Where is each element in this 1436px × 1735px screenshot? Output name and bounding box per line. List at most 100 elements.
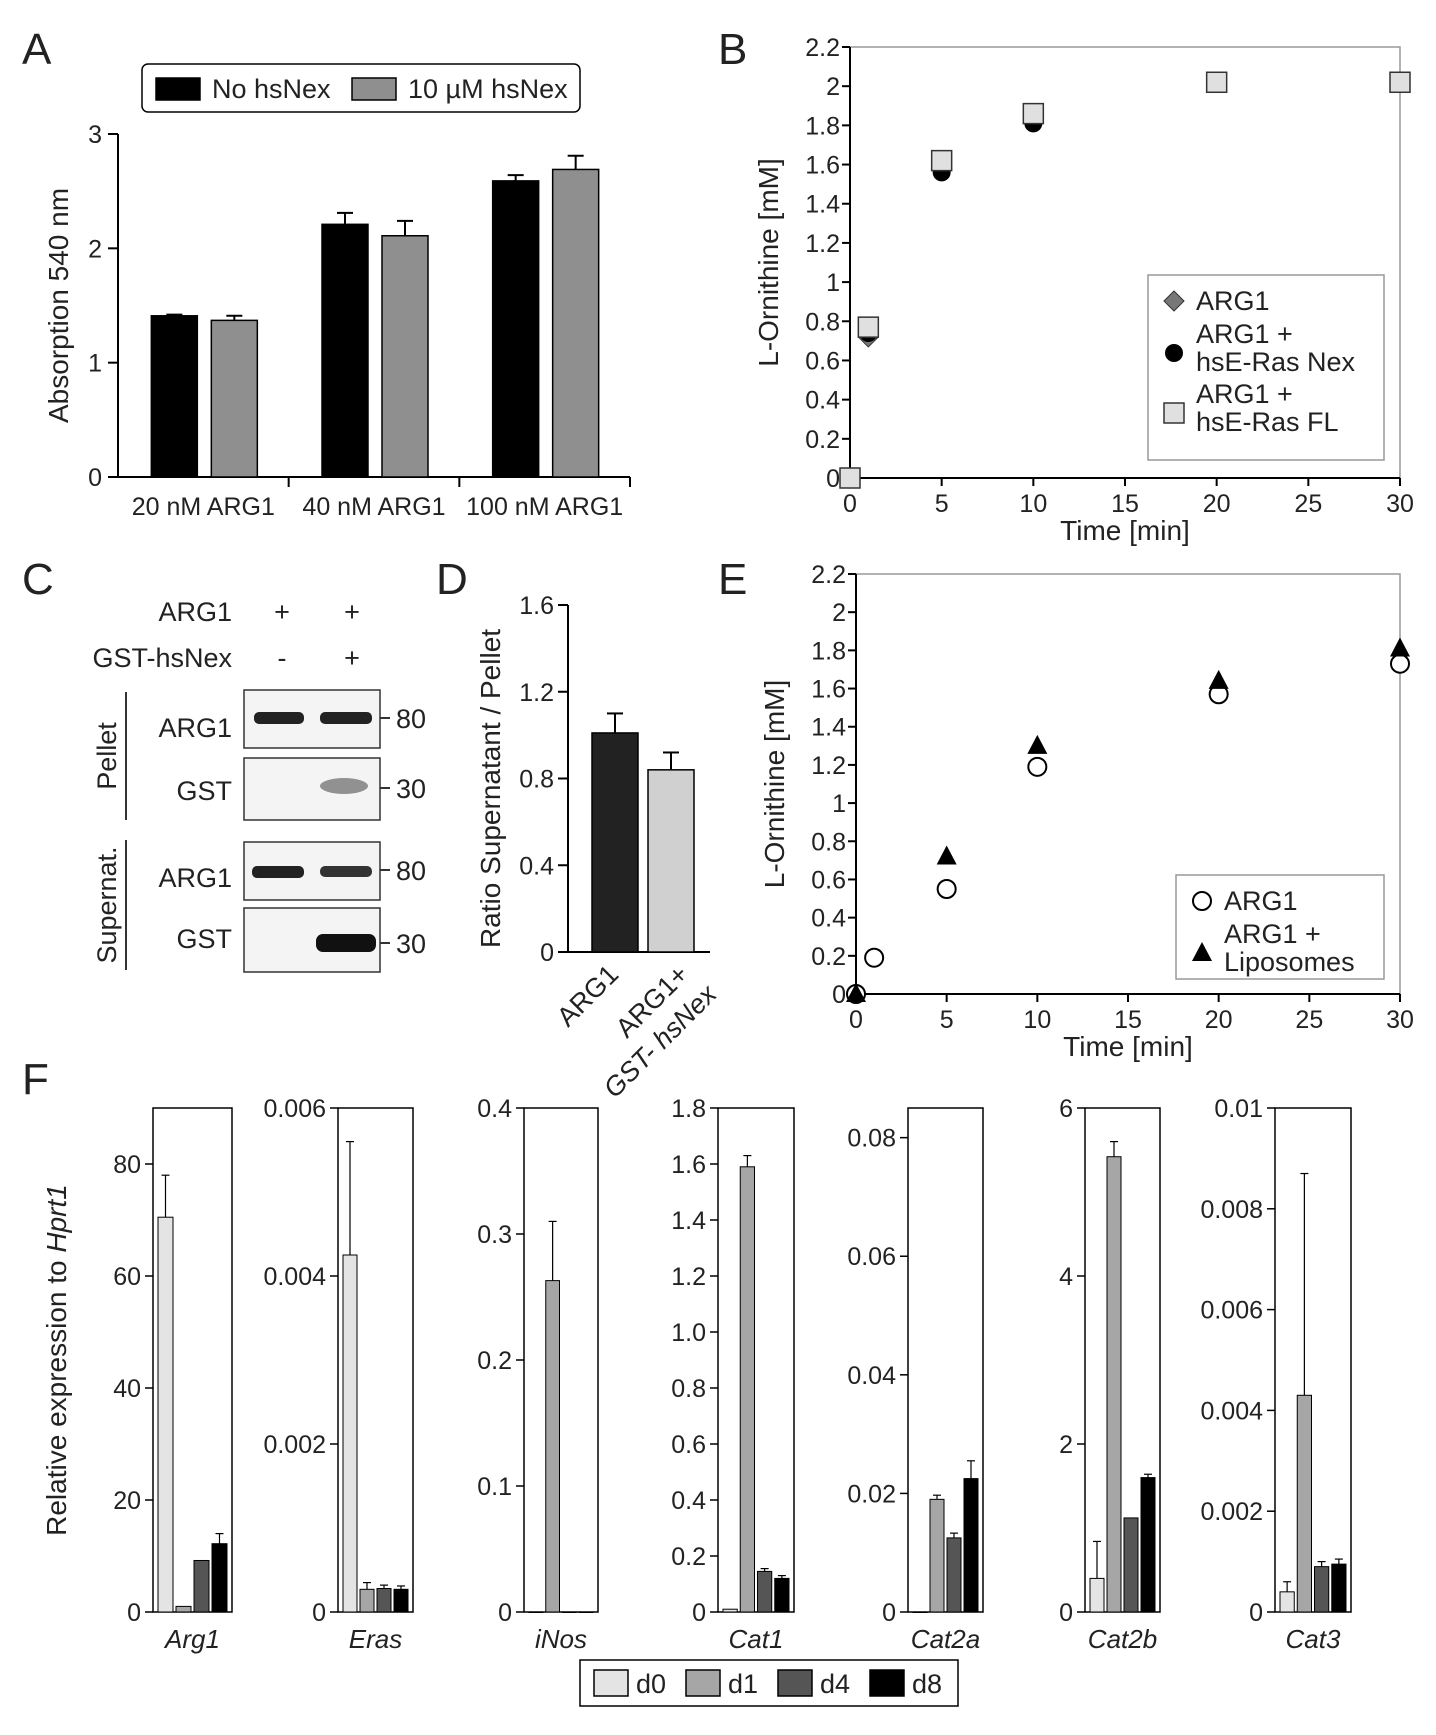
f-ytick-label: 2 <box>1059 1431 1073 1459</box>
ytick-label: 2.2 <box>805 34 840 62</box>
blot-sign-r1-c1: + <box>274 597 290 627</box>
e-legend-marker <box>1192 942 1212 961</box>
e-point <box>1390 637 1410 657</box>
panel-e-chart: 0 0.2 0.4 0.6 0.8 1 1.2 1.4 1.6 1.8 2 2.2 0 5 10 15 20 25… <box>759 561 1414 1062</box>
f-subplot-frame <box>152 1107 233 1613</box>
ytick-label: 0.6 <box>811 866 846 894</box>
e-point <box>864 947 885 968</box>
a-bar <box>381 235 429 478</box>
f-ytick-label: 0.002 <box>263 1431 326 1459</box>
e-legend-label-line2: Liposomes <box>1224 947 1355 977</box>
e-legend-marker <box>1192 891 1212 911</box>
e-point <box>936 879 957 899</box>
f-ytick-label: 0.008 <box>1200 1196 1263 1224</box>
a-ytick-label: 2 <box>88 235 102 263</box>
b-legend-label: ARG1 + <box>1196 379 1293 409</box>
band-label-supernat-gst: GST <box>176 924 232 954</box>
f-ytick-label: 0 <box>127 1599 141 1627</box>
f-ytick-label: 1.4 <box>671 1207 706 1235</box>
f-bar <box>528 1611 544 1613</box>
f-bar <box>193 1559 210 1613</box>
f-bar <box>1106 1156 1122 1613</box>
a-category-label: 20 nM ARG1 <box>132 493 275 521</box>
f-legend-label: d8 <box>912 1669 942 1699</box>
b-legend-label-line2: hsE-Ras FL <box>1196 407 1339 437</box>
f-ytick-label: 0.04 <box>847 1362 896 1390</box>
f-bar <box>929 1498 945 1613</box>
a-ylabel: Absorption 540 nm <box>43 188 74 423</box>
blot-sign-r2-c2: + <box>344 643 360 673</box>
d-ytick-label: 0.4 <box>519 852 554 880</box>
b-point <box>839 467 861 489</box>
f-ytick-label: 0 <box>882 1599 896 1627</box>
f-ytick-label: 0 <box>692 1599 706 1627</box>
blot-sign-r2-c1: - <box>278 643 287 673</box>
group-label-supernat: Supernat. <box>92 846 122 963</box>
e-legend-label: ARG1 + <box>1224 919 1321 949</box>
f-bar <box>912 1611 928 1613</box>
f-ytick-label: 0.002 <box>1200 1498 1263 1526</box>
f-legend-swatch <box>777 1669 813 1697</box>
f-ylabel: Relative expression to Hprt1 <box>41 1184 72 1536</box>
panel-a-chart: 0 1 2 3 Absorption 540 nm 20 nM ARG1 40 nM ARG… <box>43 63 631 521</box>
f-ytick-label: 0.004 <box>263 1263 326 1291</box>
b-point <box>1205 71 1228 94</box>
ytick-label: 1.2 <box>811 752 846 780</box>
panel-letter-f: F <box>22 1055 49 1104</box>
ytick-label: 2.2 <box>811 561 846 589</box>
f-bar <box>774 1577 790 1613</box>
f-legend-label: d4 <box>820 1669 850 1699</box>
a-bar <box>150 315 199 478</box>
ytick-label: 0.2 <box>811 943 846 971</box>
a-bar <box>551 168 600 478</box>
blot-row-label-gst: GST-hsNex <box>92 643 232 673</box>
band-supernat-arg1-lane1 <box>252 866 304 878</box>
ytick-label: 1.6 <box>811 676 846 704</box>
b-legend-marker <box>1163 402 1185 424</box>
b-legend-label: ARG1 <box>1196 286 1270 316</box>
ytick-label: 0.6 <box>805 347 840 375</box>
f-gene-label: Cat2a <box>911 1624 980 1654</box>
band-pellet-gst-lane2 <box>320 778 368 794</box>
panel-letter-b: B <box>718 25 747 74</box>
b-legend-marker <box>1163 290 1185 312</box>
f-bar <box>359 1588 375 1613</box>
ylabel: L-Ornithine [mM] <box>753 158 784 367</box>
f-legend-label: d1 <box>728 1669 758 1699</box>
a-category-label: 40 nM ARG1 <box>302 493 445 521</box>
f-bar <box>376 1587 392 1613</box>
f-gene-label: Cat2b <box>1088 1624 1157 1654</box>
f-ytick-label: 0.2 <box>671 1543 706 1571</box>
a-bar <box>491 180 540 478</box>
f-ytick-label: 0.006 <box>1200 1297 1263 1325</box>
f-bar <box>1296 1394 1312 1613</box>
xtick-label: 5 <box>940 1006 954 1034</box>
f-subplot-frame <box>1084 1107 1161 1613</box>
a-category-label: 100 nM ARG1 <box>466 493 623 521</box>
f-ytick-label: 0.01 <box>1214 1095 1263 1123</box>
mw-label-2: 30 <box>396 774 426 804</box>
e-point <box>846 983 866 1002</box>
panel-letter-a: A <box>22 25 52 74</box>
f-ytick-label: 1.0 <box>671 1319 706 1347</box>
f-bar <box>562 1611 577 1613</box>
xtick-label: 15 <box>1114 1006 1142 1034</box>
a-ytick-label: 0 <box>88 464 102 492</box>
b-point <box>1389 71 1411 94</box>
b-legend-label-line2: hsE-Ras Nex <box>1196 347 1356 377</box>
a-bar <box>321 223 369 478</box>
f-bar <box>211 1543 228 1613</box>
xtick-label: 0 <box>843 490 857 518</box>
f-ytick-label: 0.08 <box>847 1125 896 1153</box>
d-ytick-label: 1.2 <box>519 679 554 707</box>
f-bar <box>1123 1517 1139 1613</box>
panel-letter-d: D <box>436 555 468 604</box>
f-legend-swatch <box>593 1669 629 1697</box>
f-bar <box>722 1608 738 1613</box>
xtick-label: 20 <box>1203 490 1231 518</box>
f-ytick-label: 0.006 <box>263 1095 326 1123</box>
f-ytick-label: 0.6 <box>671 1431 706 1459</box>
b-legend-box <box>1147 274 1385 461</box>
f-ytick-label: 1.6 <box>671 1151 706 1179</box>
f-ytick-label: 1.2 <box>671 1263 706 1291</box>
